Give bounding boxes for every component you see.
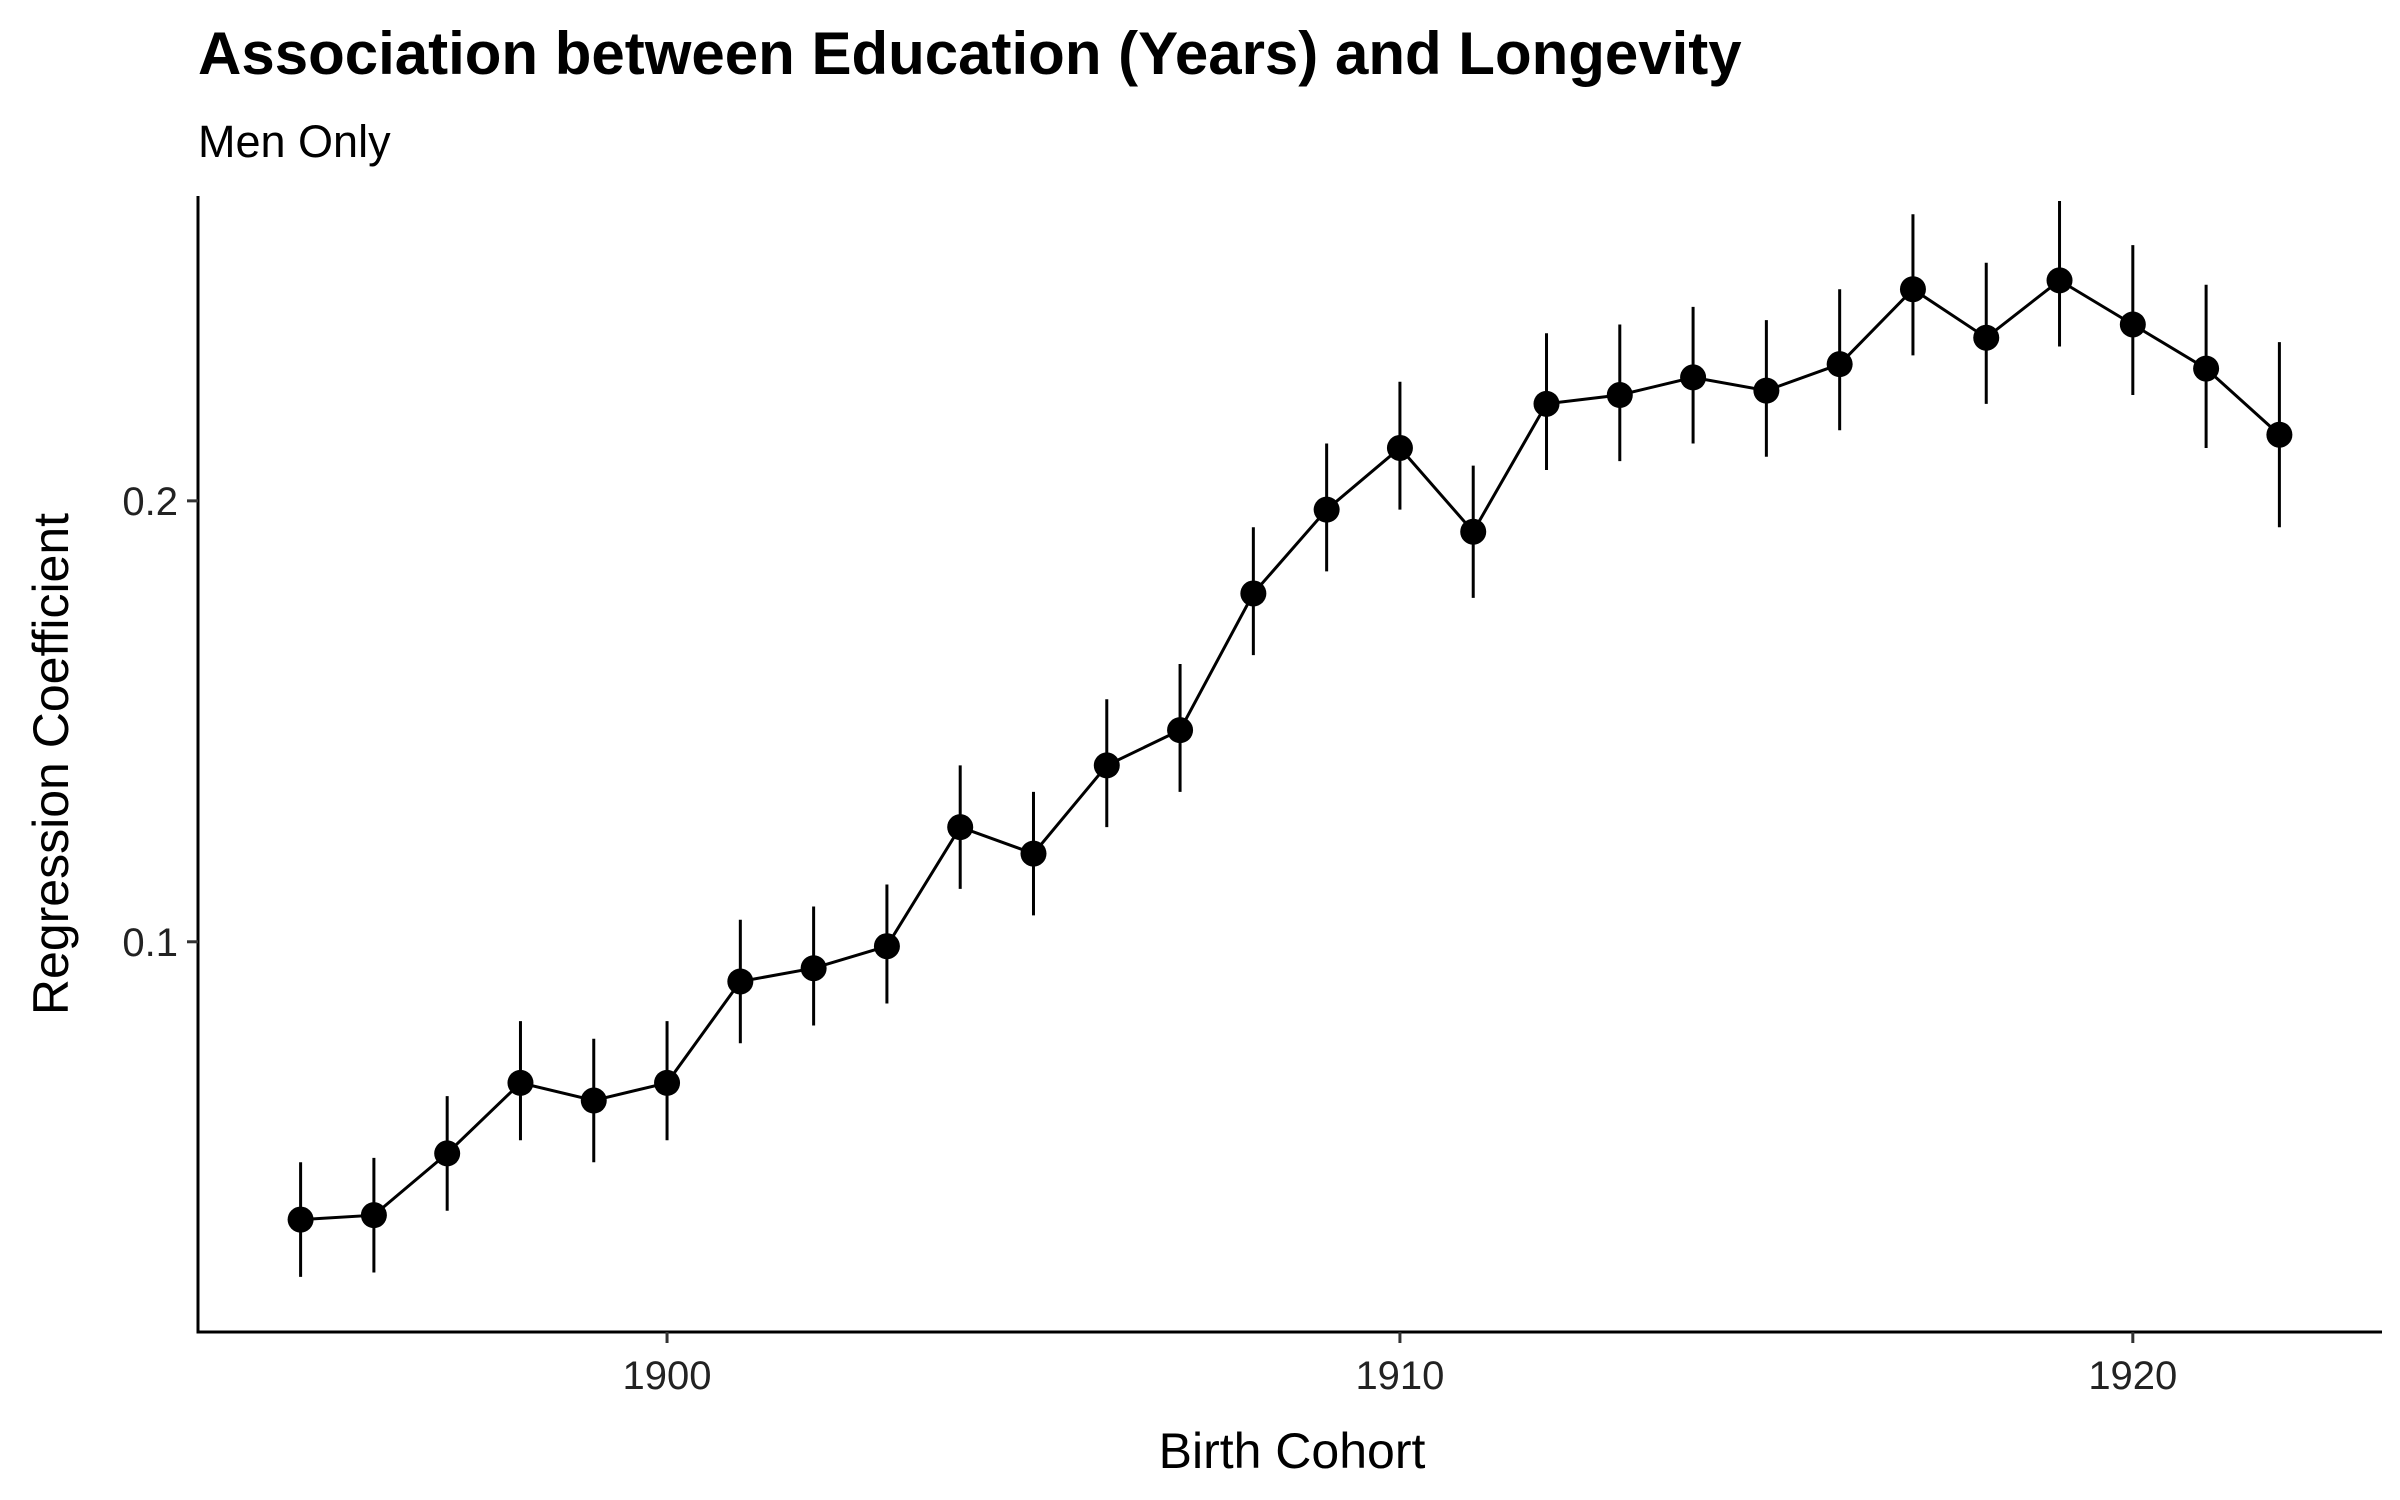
x-tick-label: 1920 — [2088, 1354, 2177, 1398]
y-tick-label: 0.2 — [122, 480, 178, 524]
data-point — [1826, 351, 1853, 378]
data-point — [1313, 496, 1340, 523]
data-point — [580, 1087, 607, 1114]
data-point — [1093, 752, 1120, 779]
x-axis-title: Birth Cohort — [1159, 1423, 1426, 1479]
data-point — [507, 1069, 534, 1096]
data-point — [2046, 267, 2073, 294]
data-point — [1167, 717, 1194, 744]
series-line — [300, 278, 2281, 1222]
data-point — [1606, 382, 1633, 409]
data-point — [2193, 355, 2220, 382]
data-point — [1899, 276, 1926, 303]
data-point — [947, 814, 974, 841]
data-point — [1020, 840, 1047, 867]
y-axis: 0.1 0.2 — [122, 196, 200, 1334]
data-point — [727, 968, 754, 995]
data-point — [1386, 434, 1413, 461]
x-tick-label: 1900 — [623, 1354, 712, 1398]
data-point — [873, 933, 900, 960]
data-point — [360, 1202, 387, 1229]
data-point — [2119, 311, 2146, 338]
data-point — [1533, 390, 1560, 417]
chart-title: Association between Education (Years) an… — [198, 20, 1742, 87]
data-point — [1240, 580, 1267, 607]
data-point — [434, 1140, 461, 1167]
y-tick-label: 0.1 — [122, 921, 178, 965]
data-point — [1973, 324, 2000, 351]
x-axis: 1900 1910 1920 — [196, 1330, 2382, 1398]
chart-subtitle: Men Only — [198, 116, 391, 167]
x-tick-label: 1910 — [1355, 1354, 1444, 1398]
data-point — [287, 1206, 314, 1233]
y-axis-title: Regression Coefficient — [23, 513, 79, 1015]
data-point — [1680, 364, 1707, 391]
data-point — [654, 1069, 681, 1096]
data-point — [1753, 377, 1780, 404]
data-point — [2266, 421, 2293, 448]
data-point — [1460, 518, 1487, 545]
plot-area — [287, 201, 2293, 1277]
data-point — [800, 955, 827, 982]
